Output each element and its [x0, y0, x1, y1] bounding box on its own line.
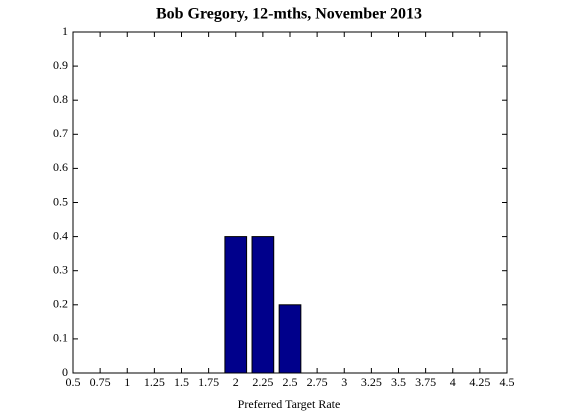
- x-tick-label: 3.75: [415, 375, 436, 389]
- x-axis-label: Preferred Target Rate: [238, 397, 341, 411]
- x-tick-label: 1.75: [198, 375, 219, 389]
- x-tick-label: 2: [233, 375, 239, 389]
- x-tick-label: 0.75: [90, 375, 111, 389]
- bar: [278, 304, 302, 374]
- y-tick-label: 1: [62, 24, 68, 38]
- y-tick-label: 0.4: [53, 228, 68, 242]
- x-tick-label: 3: [341, 375, 347, 389]
- bar: [251, 236, 275, 374]
- x-tick-label: 1.5: [174, 375, 189, 389]
- y-tick-label: 0.5: [53, 194, 68, 208]
- chart-title: Bob Gregory, 12-mths, November 2013: [156, 6, 422, 23]
- y-tick-label: 0.1: [53, 331, 68, 345]
- x-tick-label: 2.75: [307, 375, 328, 389]
- x-tick-label: 4: [450, 375, 456, 389]
- y-tick-label: 0.2: [53, 297, 68, 311]
- y-tick-label: 0.3: [53, 262, 68, 276]
- x-tick-label: 2.5: [283, 375, 298, 389]
- y-tick-label: 0.8: [53, 92, 68, 106]
- x-tick-label: 0.5: [66, 375, 81, 389]
- x-tick-label: 3.5: [391, 375, 406, 389]
- y-tick-label: 0: [62, 365, 68, 379]
- y-tick-label: 0.9: [53, 58, 68, 72]
- x-tick-label: 4.5: [500, 375, 515, 389]
- x-tick-label: 4.25: [469, 375, 490, 389]
- x-tick-label: 1: [124, 375, 130, 389]
- y-tick-label: 0.6: [53, 160, 68, 174]
- x-tick-label: 1.25: [144, 375, 165, 389]
- x-tick-label: 3.25: [361, 375, 382, 389]
- y-tick-label: 0.7: [53, 126, 68, 140]
- bar: [224, 236, 248, 374]
- x-tick-label: 2.25: [252, 375, 273, 389]
